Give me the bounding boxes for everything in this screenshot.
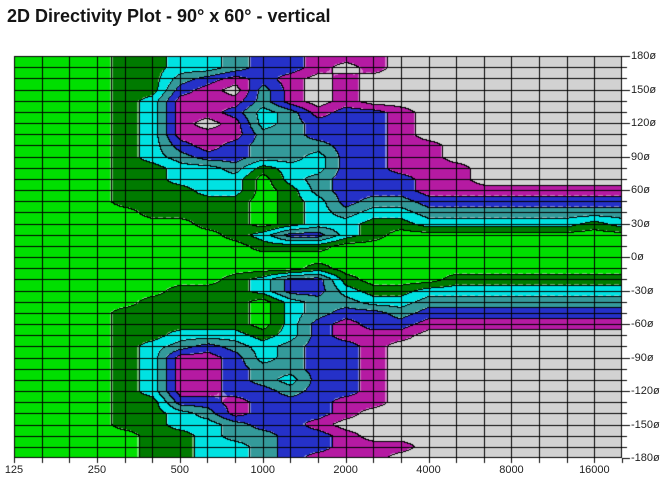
y-tick-label: -30ø: [631, 284, 654, 297]
x-tick-label: 500: [170, 464, 189, 476]
y-tick-label: 90ø: [631, 150, 650, 163]
x-tick-label: 1000: [250, 464, 275, 476]
x-tick-label: 8000: [499, 464, 524, 476]
y-tick-label: -60ø: [631, 318, 654, 330]
y-tick-label: 0ø: [631, 251, 644, 263]
y-tick-label: 150ø: [631, 83, 657, 96]
x-tick-label: 2000: [333, 464, 358, 476]
y-tick-label: -120ø: [631, 385, 660, 397]
y-tick-label: 30ø: [631, 217, 650, 230]
y-tick-label: 60ø: [631, 184, 650, 196]
y-tick-label: 120ø: [631, 117, 657, 129]
y-tick-label: -150ø: [631, 418, 660, 431]
y-tick-label: -180ø: [631, 452, 660, 464]
y-tick-label: 180ø: [631, 50, 657, 62]
x-tick-label: 4000: [416, 464, 441, 476]
x-tick-label: 16000: [579, 464, 610, 476]
x-tick-label: 250: [87, 464, 107, 476]
x-tick-label: 125: [4, 464, 24, 476]
y-tick-label: -90ø: [631, 351, 654, 364]
